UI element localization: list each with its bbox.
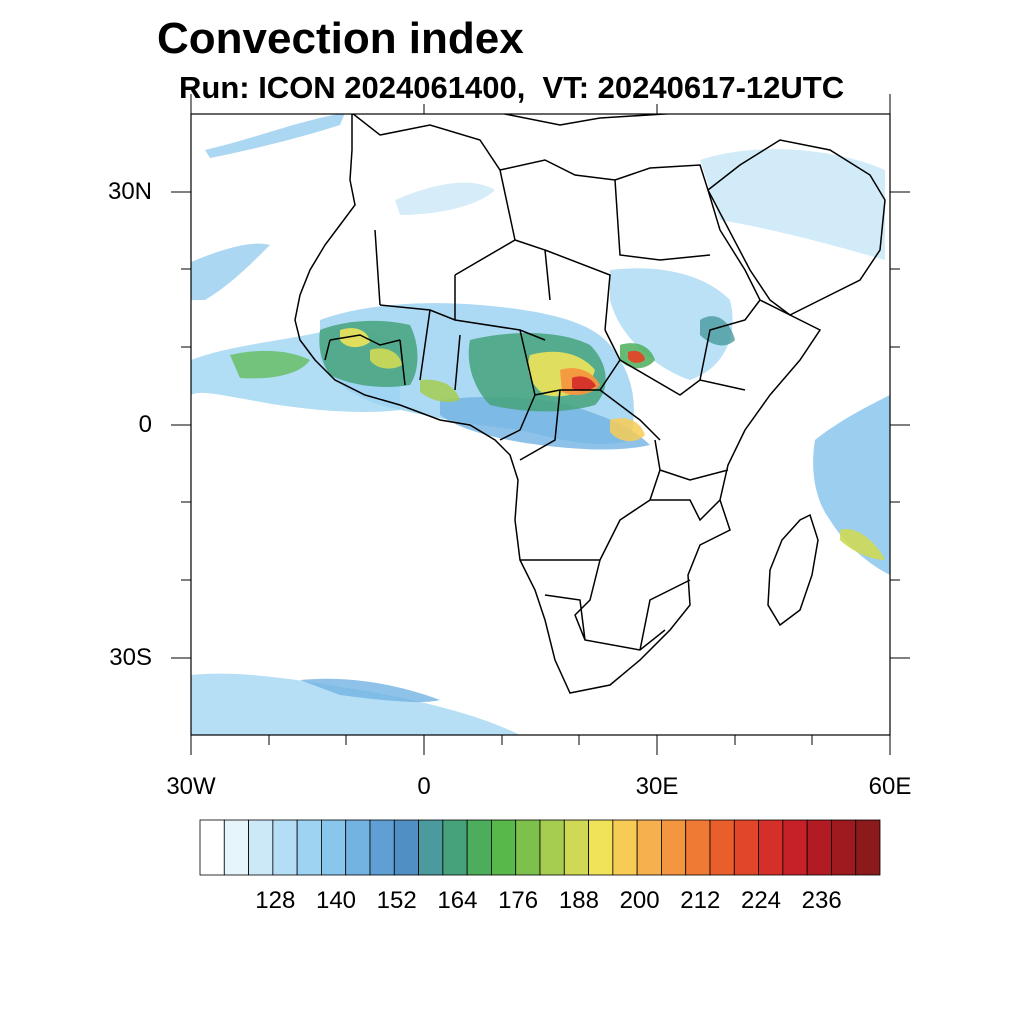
band-arabia [700, 149, 885, 260]
lat-label-30n: 30N [107, 178, 152, 205]
colorbar-box [515, 819, 541, 876]
colorbar-box [758, 819, 784, 876]
colorbar-tick-label: 224 [740, 887, 782, 914]
colorbar-box [491, 819, 517, 876]
core-west-yellow-2 [370, 348, 402, 369]
band-south-atlantic-2 [300, 678, 440, 703]
colorbar-box [393, 819, 419, 876]
band-sahara [395, 182, 495, 215]
colorbar-box [345, 819, 371, 876]
colorbar-box [223, 819, 249, 876]
colorbar-box [831, 819, 857, 876]
colorbar-tick-label: 140 [315, 887, 357, 914]
core-east-red [628, 350, 645, 363]
colorbar-box [661, 819, 687, 876]
run-subtitle: Run: ICON 2024061400, VT: 20240617-12UTC [179, 70, 845, 105]
lon-label-30w: 30W [166, 773, 216, 800]
colorbar-tick-label: 236 [801, 887, 842, 914]
colorbar-box [539, 819, 565, 876]
lat-label-30s: 30S [109, 644, 152, 671]
colorbar-box [612, 819, 638, 876]
band-south-atlantic [191, 673, 520, 735]
colorbar-box [685, 819, 711, 876]
colorbar-tick-label: 200 [619, 887, 660, 914]
colorbar-box [321, 819, 347, 876]
core-central-red [572, 376, 596, 391]
core-congo [610, 418, 645, 442]
colorbar-box [199, 819, 225, 876]
colorbar-tick-label: 212 [680, 887, 721, 914]
page-title: Convection index [157, 14, 524, 63]
band-west-atlantic [191, 243, 270, 300]
colorbar-tick-label: 152 [376, 887, 417, 914]
borders [324, 169, 761, 651]
colorbar-box [588, 819, 614, 876]
lon-label-60e: 60E [868, 773, 912, 800]
colorbar-box [466, 819, 492, 876]
colorbar-box [636, 819, 662, 876]
core-indian [840, 529, 885, 560]
lon-label-0: 0 [417, 773, 431, 800]
lat-label-0: 0 [138, 411, 152, 438]
colorbar-box [733, 819, 759, 876]
colorbar-box [248, 819, 274, 876]
arabia-coastline [707, 139, 886, 316]
madagascar [767, 513, 819, 627]
colorbar-box [563, 819, 589, 876]
colorbar-tick-label: 128 [255, 887, 296, 914]
coastlines [294, 114, 886, 694]
colorbar-box [806, 819, 832, 876]
band-indian-ocean [813, 395, 890, 575]
colorbar-tick-label: 164 [437, 887, 478, 914]
colorbar-box [272, 819, 298, 876]
colorbar-tick-label: 188 [558, 887, 599, 914]
axis-ticks [171, 94, 910, 755]
colorbar-box [855, 819, 881, 876]
convection-field [191, 114, 890, 735]
colorbar-box [418, 819, 444, 876]
core-west-2 [230, 350, 310, 379]
colorbar-box [442, 819, 468, 876]
band-east-africa [610, 268, 733, 380]
lon-label-30e: 30E [635, 773, 679, 800]
colorbar-tick-label: 176 [498, 887, 539, 914]
colorbar-box [709, 819, 735, 876]
colorbar-box [296, 819, 322, 876]
africa-coastline [294, 114, 822, 694]
colorbar-box [782, 819, 808, 876]
core-west-yellow [340, 328, 370, 348]
band-north-atlantic [205, 114, 345, 158]
colorbar-box [369, 819, 395, 876]
core-gulf [420, 379, 460, 403]
mediterranean-north [501, 114, 677, 126]
band-equatorial [440, 396, 650, 450]
